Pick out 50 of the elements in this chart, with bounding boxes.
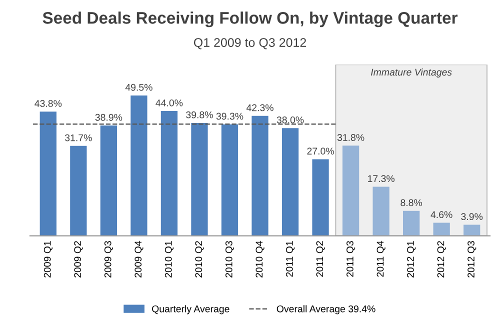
data-label: 17.3%	[368, 175, 394, 182]
x-tick-label: 2010 Q2	[195, 241, 204, 278]
bar	[130, 95, 148, 236]
x-tick-label: 2012 Q2	[437, 241, 446, 278]
bar	[312, 159, 329, 236]
x-tick-label: 2011 Q1	[286, 241, 295, 277]
bar	[160, 111, 178, 236]
x-tick-label: 2009 Q3	[104, 241, 114, 278]
x-tick-label: 2010 Q4	[256, 240, 264, 278]
legend-label: Overall Average 39.4%	[276, 305, 376, 314]
x-tick-label: 2012 Q3	[468, 241, 476, 278]
x-tick-label: 2011 Q3	[346, 241, 356, 277]
data-label: 3.9%	[461, 213, 483, 220]
bar	[342, 146, 360, 236]
x-tick-label: 2009 Q4	[134, 240, 144, 278]
x-tick-label: 2011 Q4	[376, 240, 386, 277]
x-tick-label: 2009 Q2	[74, 241, 83, 278]
x-tick-label: 2012 Q1	[407, 241, 416, 278]
data-label: 39.8%	[186, 111, 213, 118]
legend-label: Quarterly Average	[152, 305, 230, 314]
bar	[40, 112, 56, 236]
chart-subtitle: Q1 2009 to Q3 2012	[194, 38, 306, 50]
data-label: 43.8%	[34, 100, 62, 107]
data-label: 31.8%	[337, 134, 364, 141]
data-label: 27.0%	[307, 148, 334, 155]
x-tick-label: 2010 Q1	[164, 241, 174, 278]
x-tick-label: 2010 Q3	[225, 241, 234, 278]
data-label: 8.8%	[400, 199, 422, 206]
bar	[282, 128, 299, 236]
x-tick-label: 2009 Q1	[44, 241, 53, 278]
data-label: 38.9%	[95, 114, 122, 121]
bar	[372, 186, 390, 236]
bar	[252, 116, 268, 236]
bar	[191, 122, 208, 236]
data-label: 38.0%	[276, 116, 304, 124]
chart-title: Seed Deals Receiving Follow On, by Vintage Quarter	[42, 12, 458, 28]
bar	[433, 222, 450, 236]
data-label: 44.0%	[156, 99, 183, 106]
band-label: Immature Vintages	[370, 68, 452, 78]
bar	[464, 224, 480, 236]
x-tick-label: 2011 Q2	[316, 241, 325, 277]
bar	[402, 210, 420, 236]
data-label: 49.5%	[125, 84, 152, 91]
data-label: 39.3%	[216, 112, 244, 120]
bar	[70, 146, 87, 236]
data-label: 4.6%	[430, 211, 452, 218]
data-label: 42.3%	[246, 104, 274, 112]
bar	[100, 126, 118, 236]
data-label: 31.7%	[65, 134, 92, 142]
bar	[221, 124, 238, 236]
